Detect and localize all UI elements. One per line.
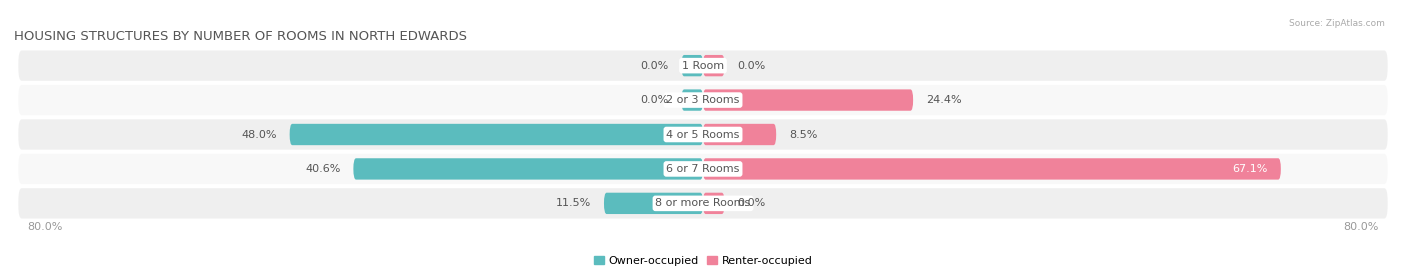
FancyBboxPatch shape (682, 55, 703, 76)
Text: 1 Room: 1 Room (682, 61, 724, 71)
Text: 67.1%: 67.1% (1233, 164, 1268, 174)
Text: Source: ZipAtlas.com: Source: ZipAtlas.com (1289, 19, 1385, 28)
FancyBboxPatch shape (703, 158, 1281, 180)
Text: 4 or 5 Rooms: 4 or 5 Rooms (666, 129, 740, 140)
FancyBboxPatch shape (703, 55, 724, 76)
Text: 0.0%: 0.0% (738, 61, 766, 71)
FancyBboxPatch shape (18, 51, 1388, 81)
Text: 48.0%: 48.0% (242, 129, 277, 140)
FancyBboxPatch shape (18, 154, 1388, 184)
Text: HOUSING STRUCTURES BY NUMBER OF ROOMS IN NORTH EDWARDS: HOUSING STRUCTURES BY NUMBER OF ROOMS IN… (14, 30, 467, 43)
FancyBboxPatch shape (703, 124, 776, 145)
FancyBboxPatch shape (290, 124, 703, 145)
FancyBboxPatch shape (703, 193, 724, 214)
Text: 0.0%: 0.0% (738, 198, 766, 208)
Text: 0.0%: 0.0% (640, 95, 669, 105)
Legend: Owner-occupied, Renter-occupied: Owner-occupied, Renter-occupied (589, 251, 817, 269)
Text: 40.6%: 40.6% (305, 164, 340, 174)
FancyBboxPatch shape (605, 193, 703, 214)
Text: 6 or 7 Rooms: 6 or 7 Rooms (666, 164, 740, 174)
Text: 2 or 3 Rooms: 2 or 3 Rooms (666, 95, 740, 105)
FancyBboxPatch shape (18, 85, 1388, 115)
FancyBboxPatch shape (682, 89, 703, 111)
FancyBboxPatch shape (18, 188, 1388, 218)
Text: 0.0%: 0.0% (640, 61, 669, 71)
Text: 24.4%: 24.4% (927, 95, 962, 105)
Text: 80.0%: 80.0% (27, 222, 62, 232)
Text: 80.0%: 80.0% (1344, 222, 1379, 232)
FancyBboxPatch shape (353, 158, 703, 180)
FancyBboxPatch shape (703, 89, 912, 111)
Text: 8 or more Rooms: 8 or more Rooms (655, 198, 751, 208)
Text: 11.5%: 11.5% (555, 198, 591, 208)
Text: 8.5%: 8.5% (789, 129, 817, 140)
FancyBboxPatch shape (18, 119, 1388, 150)
